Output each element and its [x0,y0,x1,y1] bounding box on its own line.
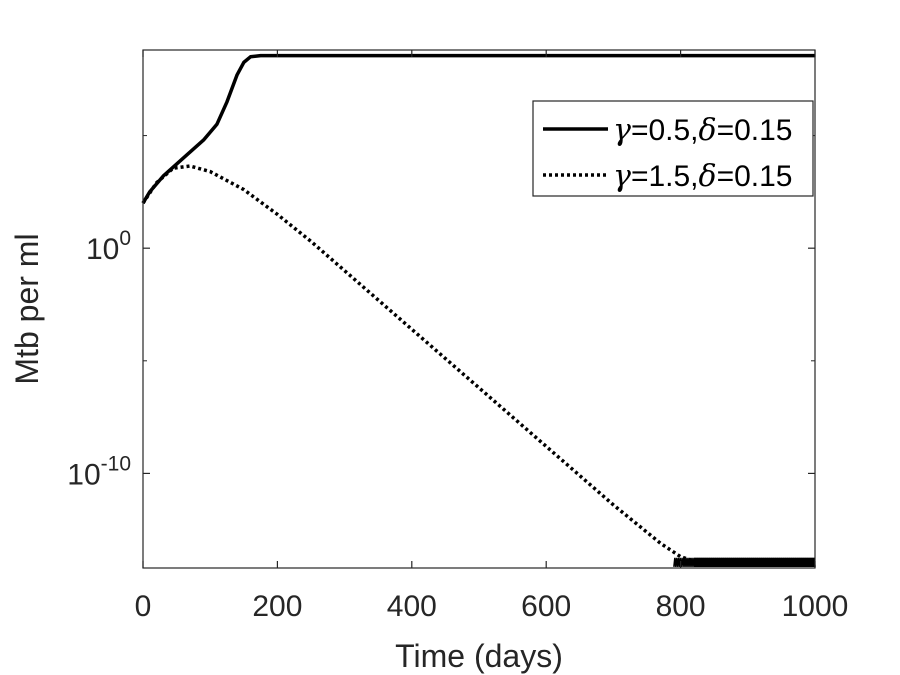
y-tick-base: 10 [67,458,100,491]
y-tick-exponent: -10 [101,452,131,475]
legend: γ=0.5,δ=0.15 γ=1.5,δ=0.15 [532,100,814,197]
x-tick-labels: 0 200 400 600 800 1000 [135,590,849,623]
x-tick-label: 0 [135,590,152,623]
svg-text:100: 100 [86,227,131,266]
series-line-2 [141,164,815,567]
axes-layer [142,49,816,569]
x-tick-label: 200 [252,590,302,623]
svg-text:10-10: 10-10 [67,452,131,491]
series-layer [141,53,816,567]
legend-box [532,100,814,197]
x-tick-label: 800 [656,590,706,623]
y-tick-label: 10-10 [67,452,131,491]
x-tick-label: 600 [521,590,571,623]
y-tick-exponent: 0 [119,227,131,250]
series-line-1 [141,53,815,204]
x-axis-title: Time (days) [395,638,563,674]
axes-box [142,49,816,569]
x-tick-label: 400 [387,590,437,623]
x-tick-label: 1000 [782,590,849,623]
legend-label-1: γ=0.5,δ=0.15 [613,113,792,148]
y-axis-title: Mtb per ml [9,233,45,384]
legend-label-2: γ=1.5,δ=0.15 [613,159,792,194]
y-tick-base: 10 [86,233,119,266]
y-tick-label: 100 [86,227,131,266]
